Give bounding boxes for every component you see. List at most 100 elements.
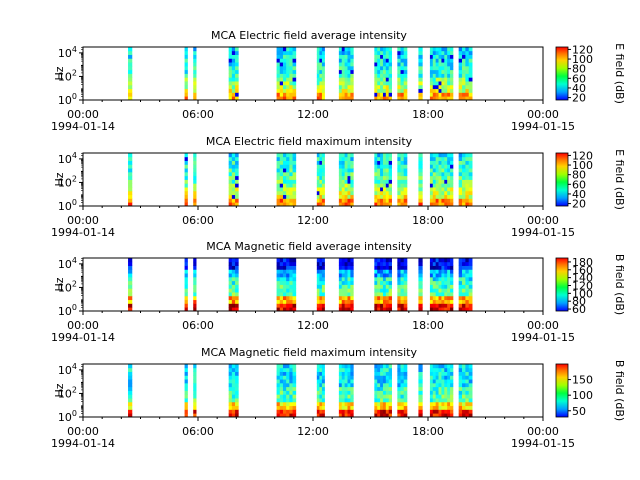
- heatmap-cell: [382, 284, 387, 289]
- heatmap-cell: [462, 269, 466, 274]
- heatmap-cell: [286, 73, 290, 78]
- heatmap-cell: [193, 84, 197, 90]
- heatmap-cell: [193, 269, 197, 274]
- heatmap-cell: [435, 96, 439, 101]
- heatmap-cell: [235, 273, 239, 278]
- heatmap-cell: [184, 299, 188, 304]
- heatmap-cell: [465, 179, 470, 184]
- heatmap-cell: [184, 390, 188, 395]
- heatmap-cell: [321, 187, 325, 192]
- heatmap-cell: [441, 364, 445, 369]
- heatmap-cell: [418, 269, 423, 274]
- heatmap-cell: [282, 62, 287, 67]
- heatmap-cell: [388, 73, 392, 78]
- heatmap-cell: [374, 303, 378, 308]
- heatmap-cell: [441, 156, 445, 161]
- heatmap-cell: [282, 81, 287, 86]
- heatmap-cell: [184, 168, 188, 173]
- heatmap-cell: [341, 171, 346, 177]
- heatmap-cell: [435, 92, 439, 97]
- heatmap-cell: [465, 47, 470, 52]
- heatmap-cell: [282, 194, 287, 199]
- heatmap-cell: [418, 153, 423, 158]
- heatmap-cell: [450, 58, 454, 63]
- heatmap-cell: [276, 96, 281, 101]
- heatmap-cell: [279, 96, 284, 101]
- heatmap-cell: [128, 292, 133, 297]
- heatmap-cell: [347, 386, 351, 391]
- heatmap-cell: [382, 398, 387, 403]
- heatmap-cell: [380, 299, 384, 304]
- heatmap-cell: [321, 398, 325, 403]
- heatmap-cell: [338, 261, 343, 266]
- heatmap-cell: [321, 364, 325, 369]
- heatmap-cell: [347, 405, 351, 410]
- heatmap-cell: [316, 299, 320, 304]
- heatmap-cell: [380, 198, 384, 203]
- heatmap-cell: [382, 390, 387, 395]
- heatmap-cell: [382, 73, 387, 78]
- heatmap-cell: [444, 261, 448, 266]
- heatmap-cell: [447, 198, 451, 203]
- heatmap-cell: [128, 69, 133, 74]
- heatmap-cell: [231, 398, 236, 403]
- heatmap-cell: [344, 261, 348, 266]
- heatmap-cell: [465, 280, 470, 285]
- heatmap-cell: [444, 65, 448, 71]
- heatmap-cell: [385, 65, 390, 71]
- heatmap-cell: [184, 379, 188, 384]
- heatmap-cell: [418, 164, 423, 169]
- heatmap-cell: [374, 198, 378, 203]
- heatmap-cell: [438, 284, 442, 289]
- heatmap-cell: [435, 405, 439, 410]
- colorbar-tick-label: 120: [572, 279, 593, 292]
- heatmap-cell: [279, 69, 284, 74]
- heatmap-cell: [388, 183, 392, 188]
- heatmap-cell: [388, 371, 392, 376]
- heatmap-cell: [377, 371, 381, 376]
- heatmap-cell: [289, 398, 293, 403]
- heatmap-cell: [184, 276, 188, 282]
- heatmap-cell: [388, 364, 392, 369]
- heatmap-cell: [279, 295, 284, 301]
- heatmap-cell: [429, 190, 434, 196]
- heatmap-cell: [468, 284, 473, 289]
- heatmap-cell: [374, 382, 378, 388]
- heatmap-cell: [432, 73, 437, 78]
- heatmap-cell: [382, 280, 387, 285]
- heatmap-cell: [289, 65, 293, 71]
- heatmap-cell: [432, 258, 437, 263]
- heatmap-cell: [432, 156, 437, 161]
- heatmap-cell: [235, 168, 239, 173]
- heatmap-cell: [316, 303, 320, 308]
- heatmap-cell: [418, 179, 423, 184]
- heatmap-cell: [435, 299, 439, 304]
- heatmap-cell: [397, 47, 401, 52]
- heatmap-cell: [276, 379, 281, 384]
- heatmap-cell: [388, 54, 392, 59]
- heatmap-cell: [184, 160, 188, 165]
- heatmap-cell: [341, 382, 346, 388]
- heatmap-cell: [316, 367, 320, 372]
- heatmap-cell: [289, 280, 293, 285]
- heatmap-cell: [347, 92, 351, 97]
- heatmap-cell: [432, 190, 437, 196]
- heatmap-cell: [388, 288, 392, 293]
- heatmap-cell: [397, 269, 401, 274]
- heatmap-cell: [400, 382, 405, 388]
- heatmap-cell: [338, 198, 343, 203]
- heatmap-cell: [235, 398, 239, 403]
- heatmap-cell: [388, 299, 392, 304]
- heatmap-cell: [321, 65, 325, 71]
- heatmap-cell: [279, 77, 284, 82]
- heatmap-cell: [468, 96, 473, 101]
- heatmap-cell: [282, 77, 287, 82]
- heatmap-cell: [184, 84, 188, 90]
- y-tick-label: 100: [58, 92, 77, 107]
- heatmap-cell: [462, 398, 466, 403]
- heatmap-cell: [235, 382, 239, 388]
- heatmap-cell: [128, 386, 133, 391]
- heatmap-cell: [458, 276, 463, 282]
- heatmap-cell: [444, 276, 448, 282]
